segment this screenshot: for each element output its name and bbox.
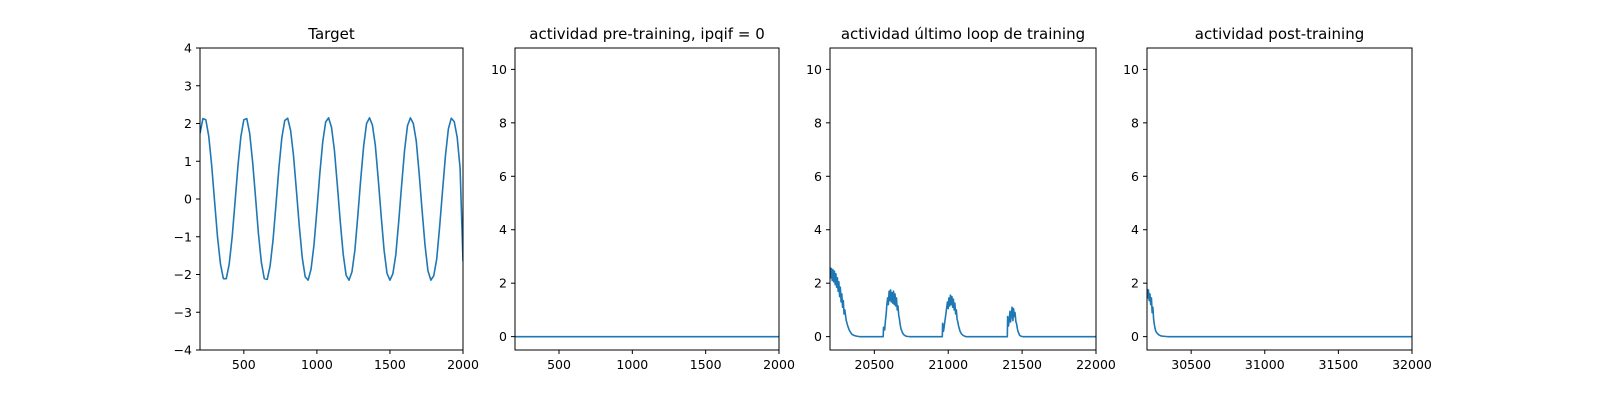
y-tick-label: 2 bbox=[814, 276, 822, 291]
panel-target: Target 500 1000 1500 2000 −4 −3 −2 −1 0 1 2 3 4 bbox=[174, 25, 479, 372]
x-tick-label: 2000 bbox=[447, 357, 479, 372]
series-line bbox=[830, 267, 1096, 338]
panel-title: actividad último loop de training bbox=[841, 25, 1085, 43]
y-tick-label: −4 bbox=[174, 343, 192, 358]
y-tick-label: 6 bbox=[499, 169, 507, 184]
y-tick-label: 0 bbox=[814, 329, 822, 344]
y-tick-label: −1 bbox=[174, 229, 192, 244]
axes-frame bbox=[199, 47, 464, 351]
panel-pre-training: actividad pre-training, ipqif = 0 500 100… bbox=[491, 25, 795, 372]
y-tick-label: 2 bbox=[184, 116, 192, 131]
x-tick-label: 500 bbox=[232, 357, 256, 372]
y-tick-label: 8 bbox=[1131, 115, 1139, 130]
x-tick-label: 1500 bbox=[690, 357, 722, 372]
y-tick-label: 0 bbox=[184, 192, 192, 207]
panel-post-training: actividad post-training 30500 31000 31500 3… bbox=[1123, 25, 1432, 372]
y-tick-label: 10 bbox=[491, 62, 507, 77]
y-tick-label: −3 bbox=[174, 305, 192, 320]
x-tick-label: 21500 bbox=[1002, 357, 1042, 372]
panel-last-training-loop: actividad último loop de training 20500 2… bbox=[806, 25, 1116, 372]
axes-frame bbox=[1146, 47, 1413, 351]
y-tick-label: 10 bbox=[806, 62, 822, 77]
axes-frame bbox=[829, 47, 1097, 351]
y-tick-label: 2 bbox=[499, 276, 507, 291]
panel-title: Target bbox=[307, 25, 355, 43]
y-tick-label: 6 bbox=[1131, 169, 1139, 184]
x-tick-label: 21000 bbox=[928, 357, 968, 372]
x-tick-label: 1500 bbox=[374, 357, 406, 372]
series-line bbox=[200, 117, 463, 281]
x-tick-label: 1000 bbox=[301, 357, 333, 372]
x-tick-label: 31500 bbox=[1319, 357, 1359, 372]
x-tick-label: 31000 bbox=[1245, 357, 1285, 372]
panel-title: actividad post-training bbox=[1195, 25, 1364, 43]
y-tick-label: 10 bbox=[1123, 62, 1139, 77]
y-tick-label: 8 bbox=[499, 115, 507, 130]
y-tick-label: 1 bbox=[184, 154, 192, 169]
x-tick-label: 22000 bbox=[1076, 357, 1116, 372]
x-tick-label: 500 bbox=[547, 357, 571, 372]
y-tick-label: 4 bbox=[499, 222, 507, 237]
y-tick-label: 3 bbox=[184, 78, 192, 93]
x-tick-label: 20500 bbox=[854, 357, 894, 372]
y-tick-label: −2 bbox=[174, 267, 192, 282]
y-tick-label: 4 bbox=[814, 222, 822, 237]
x-tick-label: 1000 bbox=[616, 357, 648, 372]
y-tick-label: 2 bbox=[1131, 276, 1139, 291]
y-tick-label: 8 bbox=[814, 115, 822, 130]
x-tick-label: 32000 bbox=[1392, 357, 1432, 372]
y-tick-label: 0 bbox=[1131, 329, 1139, 344]
y-tick-label: 6 bbox=[814, 169, 822, 184]
panel-title: actividad pre-training, ipqif = 0 bbox=[529, 25, 765, 43]
x-tick-label: 2000 bbox=[763, 357, 795, 372]
y-tick-label: 0 bbox=[499, 329, 507, 344]
series-line bbox=[1147, 288, 1412, 338]
y-tick-label: 4 bbox=[1131, 222, 1139, 237]
axes-frame bbox=[514, 47, 780, 351]
y-tick-label: 4 bbox=[184, 41, 192, 56]
x-tick-label: 30500 bbox=[1171, 357, 1211, 372]
